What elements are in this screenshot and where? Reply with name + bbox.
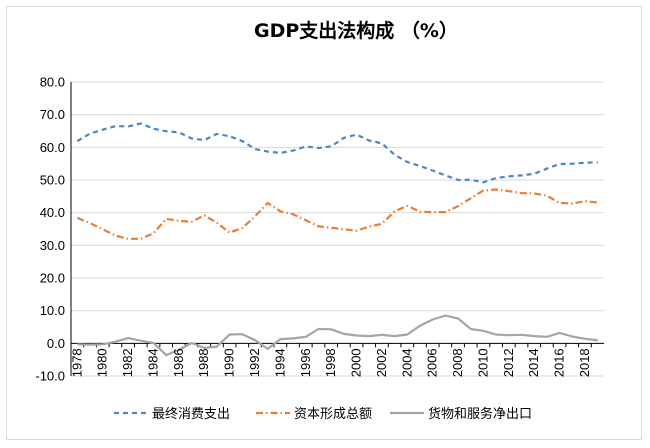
x-tick-label: 1980 [95,348,110,377]
y-tick-label: 20.0 [40,271,65,286]
x-tick-label: 2010 [475,348,490,377]
y-tick-label: 40.0 [40,205,65,220]
legend-label: 资本形成总额 [294,407,372,422]
x-tick-label: 1986 [171,348,186,377]
series-lines [76,122,598,357]
x-tick-label: 2008 [450,348,465,377]
x-tick-label: 1992 [247,348,262,377]
y-tick-label: 60.0 [40,140,65,155]
axes [70,82,604,376]
x-tick-label: 2000 [349,348,364,377]
series-line-3 [77,314,598,357]
chart-frame [6,6,642,440]
legend: 最终消费支出 资本形成总额 货物和服务净出口 [114,406,532,422]
x-tick-label: 1998 [323,348,338,377]
x-tick-label: 1994 [272,348,287,377]
x-tick-label: 1990 [222,348,237,377]
legend-label: 最终消费支出 [152,406,230,422]
y-tick-label: -10.0 [35,369,65,384]
x-tick-label: 1978 [69,348,84,377]
series-line-1 [76,122,598,184]
y-tick-label: 0.0 [47,336,65,351]
x-tick-label: 2012 [501,348,516,377]
x-tick-label: 1984 [145,348,160,377]
legend-label: 货物和服务净出口 [428,406,532,422]
y-tick-labels: 80.0 70.0 60.0 50.0 40.0 30.0 20.0 10.0 0.0 -10.0 [35,75,65,384]
x-tick-label: 2018 [577,348,592,377]
y-tick-label: 10.0 [40,303,65,318]
series-line-2 [76,188,598,240]
grid-lines [71,81,604,377]
x-tick-label: 2016 [552,348,567,377]
x-tick-label: 2006 [425,348,440,377]
chart-title: GDP支出法构成 （%） [254,19,458,42]
y-tick-label: 30.0 [40,238,65,253]
y-tick-label: 50.0 [40,173,65,188]
x-tick-label: 2002 [374,348,389,377]
x-tick-label: 1982 [120,348,135,377]
x-tick-label: 2014 [526,348,541,377]
x-tick-label: 1996 [298,348,313,377]
x-tick-label: 2004 [399,348,414,377]
y-tick-label: 70.0 [40,107,65,122]
y-tick-label: 80.0 [40,75,65,90]
x-tick-labels: 1978 1980 1982 1984 1986 1988 1990 1992 1994 1996… [69,348,592,377]
x-tick-label: 1988 [196,348,211,377]
